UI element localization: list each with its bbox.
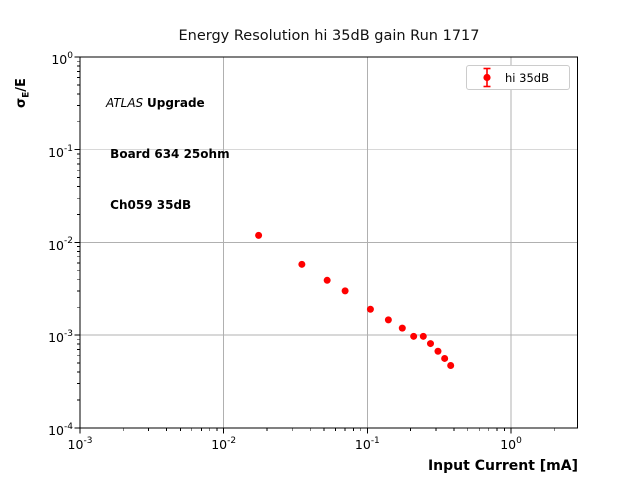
y-axis-label-sigma: σ xyxy=(14,97,29,108)
errorbar-marker-icon xyxy=(483,67,491,88)
data-point xyxy=(298,260,306,268)
data-point xyxy=(341,287,349,295)
data-point xyxy=(434,347,442,355)
data-point xyxy=(366,305,374,313)
annotation-atlas: ATLAS xyxy=(106,96,147,110)
legend-label: hi 35dB xyxy=(505,70,549,85)
x-tick-label: 10-2 xyxy=(211,436,237,453)
annotation-line-2: Board 634 25ohm xyxy=(106,147,230,161)
data-point xyxy=(398,324,406,332)
data-point xyxy=(447,361,455,369)
x-tick-label: 100 xyxy=(500,436,522,453)
annotation-line-3: Ch059 35dB xyxy=(106,198,192,212)
data-point xyxy=(255,231,263,239)
x-axis-label: Input Current [mA] xyxy=(427,458,578,474)
annotation-block: ATLAS Upgrade Board 634 25ohm Ch059 35dB xyxy=(106,61,230,248)
y-axis-label-rest: /E xyxy=(14,78,29,92)
y-tick-label: 10-3 xyxy=(48,329,73,346)
data-point xyxy=(410,332,418,340)
y-tick-label: 10-1 xyxy=(48,143,73,160)
x-tick-label: 10-1 xyxy=(354,436,380,453)
data-point xyxy=(419,332,427,340)
legend: hi 35dB xyxy=(466,65,570,90)
x-tick-label: 10-3 xyxy=(67,436,93,453)
y-axis-label-sub: E xyxy=(21,91,32,98)
annotation-upgrade: Upgrade xyxy=(147,96,205,110)
y-axis-label: σE/E xyxy=(14,78,32,108)
data-point xyxy=(426,340,434,348)
chart-title: Energy Resolution hi 35dB gain Run 1717 xyxy=(178,28,480,44)
data-point xyxy=(384,316,392,324)
y-tick-label: 10-2 xyxy=(48,236,73,253)
y-tick-label: 10-4 xyxy=(48,421,73,438)
y-tick-label: 100 xyxy=(51,51,73,68)
data-point xyxy=(323,276,331,284)
annotation-line-1: ATLAS Upgrade xyxy=(106,95,230,112)
data-point xyxy=(441,354,449,362)
